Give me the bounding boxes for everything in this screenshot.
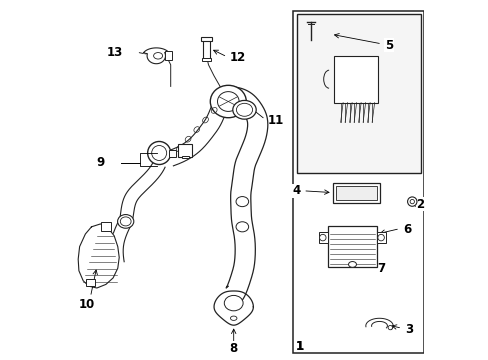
Ellipse shape: [348, 261, 356, 267]
Ellipse shape: [230, 316, 237, 320]
Circle shape: [407, 197, 416, 206]
Text: 11: 11: [267, 114, 284, 127]
Text: 13: 13: [106, 46, 122, 59]
Circle shape: [151, 145, 166, 161]
Text: 1: 1: [295, 340, 304, 353]
Text: 12: 12: [230, 51, 246, 64]
Circle shape: [387, 325, 392, 330]
Text: 6: 6: [402, 223, 410, 236]
Text: 2: 2: [415, 198, 424, 211]
Polygon shape: [78, 224, 119, 288]
Bar: [319, 232, 327, 243]
Bar: [202, 58, 211, 61]
Circle shape: [377, 234, 384, 241]
Bar: [181, 156, 188, 158]
Ellipse shape: [232, 100, 256, 119]
Ellipse shape: [236, 103, 252, 116]
Polygon shape: [143, 48, 168, 64]
Text: 4: 4: [291, 184, 300, 197]
Bar: [168, 150, 176, 157]
Ellipse shape: [120, 217, 131, 226]
Circle shape: [409, 199, 413, 204]
Ellipse shape: [153, 53, 163, 59]
Text: 8: 8: [229, 342, 237, 355]
Ellipse shape: [117, 215, 134, 228]
Bar: [292, 11, 423, 353]
Bar: [334, 56, 377, 103]
Bar: [165, 51, 171, 60]
Bar: [327, 226, 376, 267]
Ellipse shape: [217, 92, 239, 112]
Bar: [178, 144, 192, 157]
Text: 10: 10: [79, 298, 95, 311]
Bar: [296, 14, 420, 173]
Bar: [332, 183, 379, 202]
Bar: [101, 222, 111, 231]
Text: 3: 3: [404, 323, 412, 336]
Ellipse shape: [210, 85, 246, 118]
Polygon shape: [214, 291, 253, 325]
Bar: [201, 37, 212, 41]
Text: 1: 1: [295, 340, 304, 353]
Bar: [337, 59, 373, 76]
Text: 9: 9: [96, 156, 104, 169]
Bar: [86, 279, 95, 286]
Text: 7: 7: [377, 262, 385, 275]
Ellipse shape: [224, 296, 243, 311]
Bar: [203, 40, 210, 59]
Bar: [335, 186, 376, 199]
Circle shape: [147, 141, 170, 165]
Bar: [376, 232, 385, 243]
Circle shape: [319, 234, 325, 241]
Text: 5: 5: [384, 39, 392, 52]
